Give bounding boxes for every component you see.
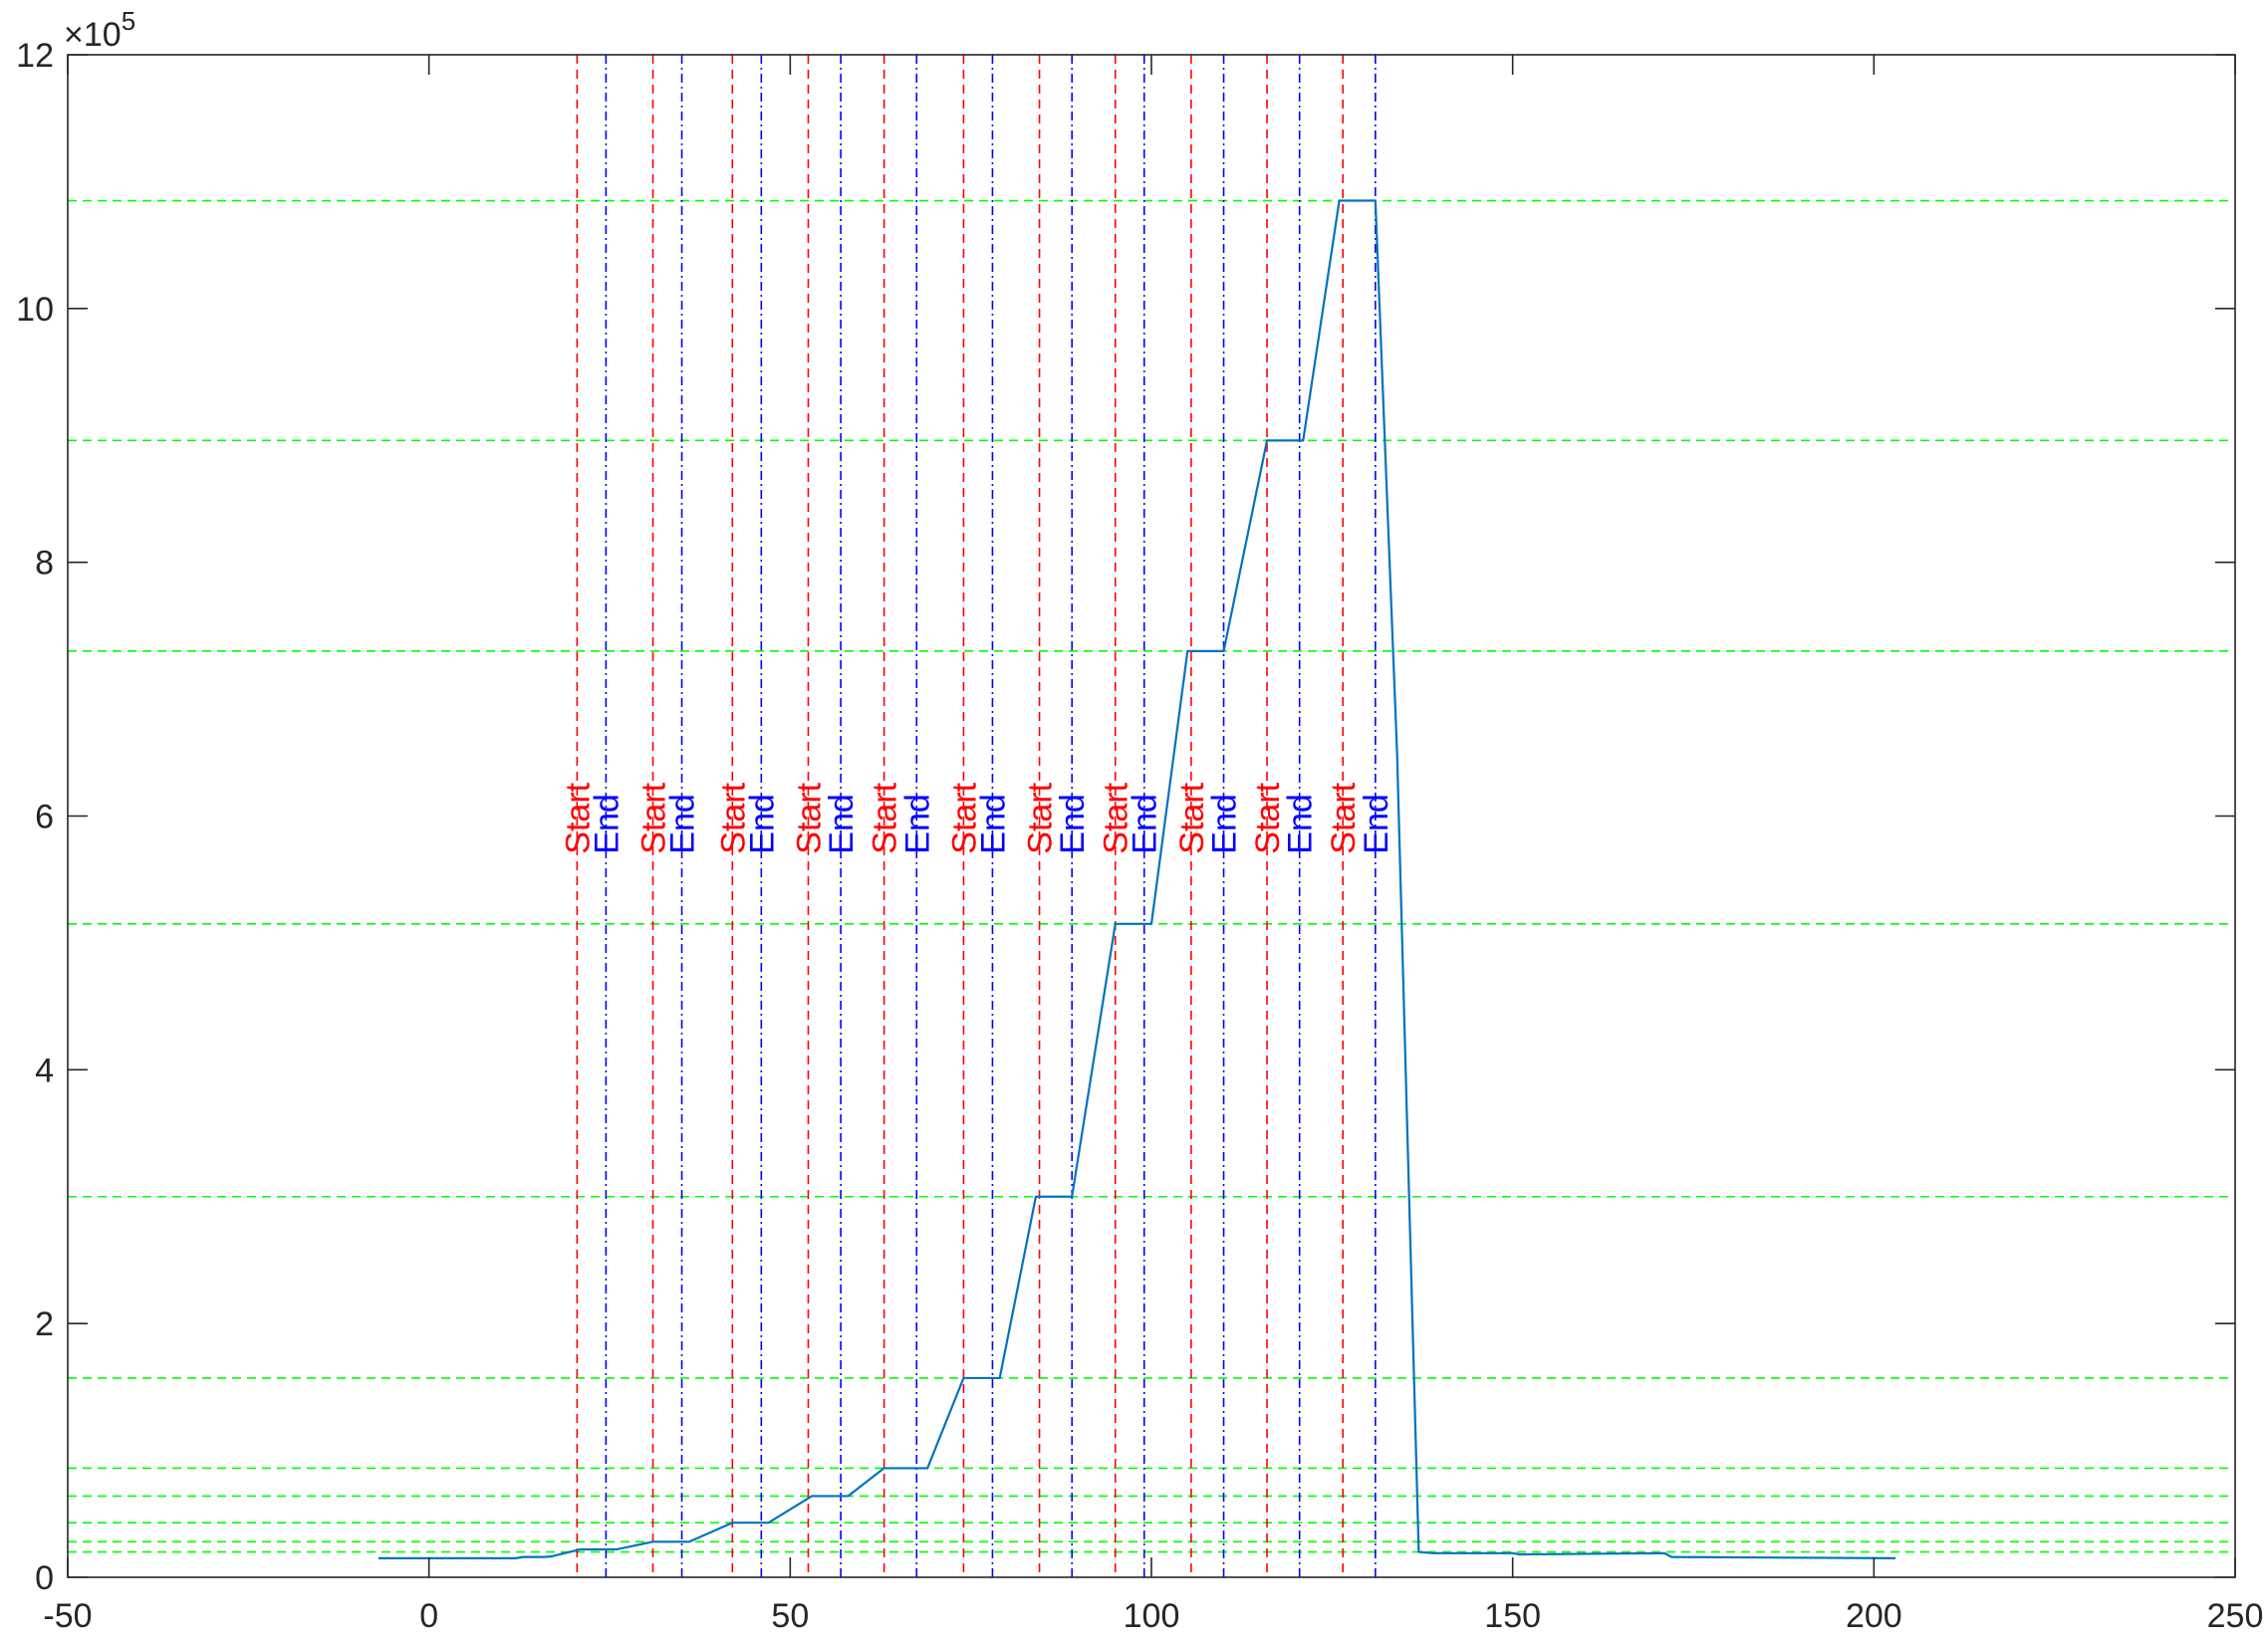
end-label: End — [1206, 794, 1244, 854]
data-series-line — [378, 199, 1896, 1559]
end-label: End — [974, 794, 1012, 854]
end-label: End — [664, 794, 702, 854]
end-label: End — [743, 794, 781, 854]
plot-area — [68, 55, 2235, 1577]
y-exponent-label: ×105 — [64, 6, 135, 54]
x-tick-label: 200 — [1846, 1597, 1902, 1635]
x-tick-label: 0 — [419, 1597, 438, 1635]
start-label: Start — [867, 782, 904, 853]
end-label: End — [1282, 794, 1320, 854]
end-label: End — [1127, 794, 1164, 854]
end-label: End — [588, 794, 626, 854]
start-label: Start — [1325, 782, 1363, 853]
end-label: End — [823, 794, 861, 854]
y-tick-label: 2 — [35, 1305, 54, 1343]
x-tick-label: 50 — [771, 1597, 809, 1635]
y-exponent-base: ×10 — [64, 16, 122, 54]
y-tick-label: 10 — [16, 291, 54, 329]
x-tick-label: -50 — [43, 1597, 92, 1635]
start-label: Start — [559, 782, 597, 853]
y-tick-label: 6 — [35, 799, 54, 836]
end-label: End — [898, 794, 936, 854]
end-label: End — [1054, 794, 1092, 854]
start-label: Start — [1173, 782, 1211, 853]
x-tick-label: 150 — [1484, 1597, 1541, 1635]
end-label: End — [1358, 794, 1395, 854]
start-label: Start — [1022, 782, 1060, 853]
start-label: Start — [1098, 782, 1135, 853]
start-label: Start — [635, 782, 673, 853]
x-tick-label: 100 — [1124, 1597, 1180, 1635]
y-tick-label: 12 — [16, 37, 54, 75]
start-label: Start — [1249, 782, 1287, 853]
start-label: Start — [791, 782, 829, 853]
start-label: Start — [714, 782, 752, 853]
y-tick-label: 8 — [35, 545, 54, 583]
y-exponent-power: 5 — [122, 6, 135, 36]
y-tick-label: 4 — [35, 1052, 54, 1089]
x-tick-label: 250 — [2207, 1597, 2264, 1635]
start-label: Start — [945, 782, 983, 853]
y-tick-label: 0 — [35, 1559, 54, 1597]
